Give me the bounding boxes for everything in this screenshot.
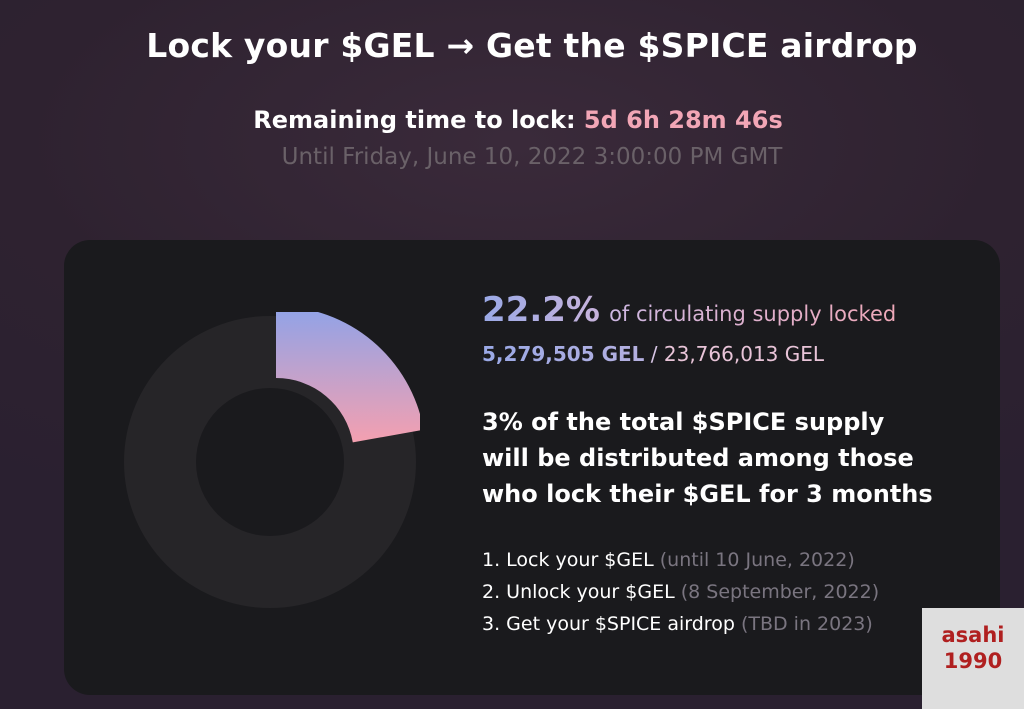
step-item: 2. Unlock your $GEL (8 September, 2022) xyxy=(482,576,879,608)
donut-locked-segment xyxy=(276,312,420,443)
locked-amounts: 5,279,505 GEL / 23,766,013 GEL xyxy=(482,342,824,366)
steps-list: 1. Lock your $GEL (until 10 June, 2022) … xyxy=(482,544,879,640)
step-text: 2. Unlock your $GEL xyxy=(482,581,675,603)
step-note: (TBD in 2023) xyxy=(740,613,873,635)
countdown-value: 5d 6h 28m 46s xyxy=(583,106,783,134)
airdrop-description: 3% of the total $SPICE supply will be di… xyxy=(482,404,952,512)
deadline-text: Until Friday, June 10, 2022 3:00:00 PM G… xyxy=(281,144,783,170)
total-amount: 23,766,013 GEL xyxy=(663,342,825,366)
countdown-label: Remaining time to lock: xyxy=(253,106,576,134)
locked-percent: 22.2% xyxy=(482,290,600,330)
locked-percent-row: 22.2% of circulating supply locked xyxy=(482,290,896,330)
description-line: 3% of the total $SPICE supply xyxy=(482,408,885,436)
step-item: 3. Get your $SPICE airdrop (TBD in 2023) xyxy=(482,608,879,640)
locked-supply-donut-chart xyxy=(123,312,420,609)
amount-separator: / xyxy=(650,342,658,366)
page-title: Lock your $GEL → Get the $SPICE airdrop xyxy=(146,26,918,65)
description-line: who lock their $GEL for 3 months xyxy=(482,480,933,508)
description-line: will be distributed among those xyxy=(482,444,914,472)
step-note: (8 September, 2022) xyxy=(680,581,880,603)
step-note: (until 10 June, 2022) xyxy=(659,549,855,571)
step-text: 1. Lock your $GEL xyxy=(482,549,654,571)
lock-stats-card xyxy=(64,240,1000,695)
step-text: 3. Get your $SPICE airdrop xyxy=(482,613,735,635)
locked-percent-label: of circulating supply locked xyxy=(609,302,897,326)
locked-amount: 5,279,505 GEL xyxy=(482,342,645,366)
countdown: Remaining time to lock: 5d 6h 28m 46s xyxy=(0,106,1024,134)
watermark: asahi 1990 xyxy=(922,608,1024,709)
watermark-line: asahi xyxy=(941,623,1005,647)
step-item: 1. Lock your $GEL (until 10 June, 2022) xyxy=(482,544,879,576)
watermark-line: 1990 xyxy=(943,649,1003,673)
